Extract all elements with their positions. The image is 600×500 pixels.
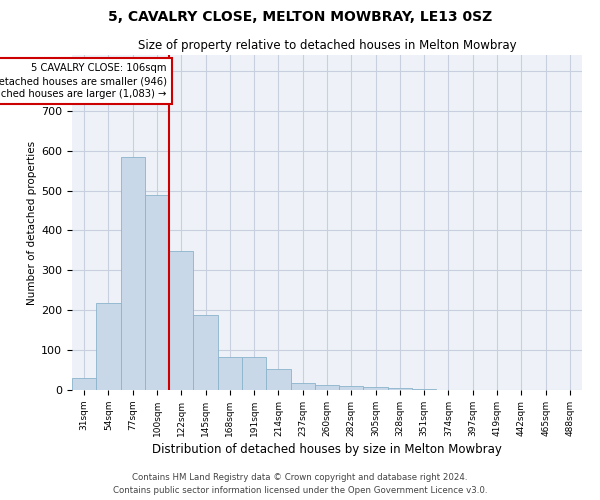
Bar (339, 386, 364, 390)
Bar (169, 251, 193, 390)
Bar (218, 357, 242, 390)
Title: Size of property relative to detached houses in Melton Mowbray: Size of property relative to detached ho… (137, 40, 517, 52)
Bar (364, 387, 388, 390)
Bar (121, 156, 145, 390)
Bar (193, 315, 218, 390)
Bar (242, 357, 266, 390)
Bar (96, 303, 121, 390)
X-axis label: Distribution of detached houses by size in Melton Mowbray: Distribution of detached houses by size … (152, 443, 502, 456)
Bar (315, 385, 339, 390)
Bar (266, 370, 290, 390)
Bar (72, 378, 96, 390)
Text: Contains HM Land Registry data © Crown copyright and database right 2024.
Contai: Contains HM Land Registry data © Crown c… (113, 474, 487, 495)
Bar (145, 194, 169, 390)
Bar (290, 383, 315, 390)
Y-axis label: Number of detached properties: Number of detached properties (27, 140, 37, 304)
Bar (388, 388, 412, 390)
Text: 5, CAVALRY CLOSE, MELTON MOWBRAY, LE13 0SZ: 5, CAVALRY CLOSE, MELTON MOWBRAY, LE13 0… (108, 10, 492, 24)
Text: 5 CAVALRY CLOSE: 106sqm
← 47% of detached houses are smaller (946)
53% of semi-d: 5 CAVALRY CLOSE: 106sqm ← 47% of detache… (0, 63, 167, 100)
Bar (412, 389, 436, 390)
